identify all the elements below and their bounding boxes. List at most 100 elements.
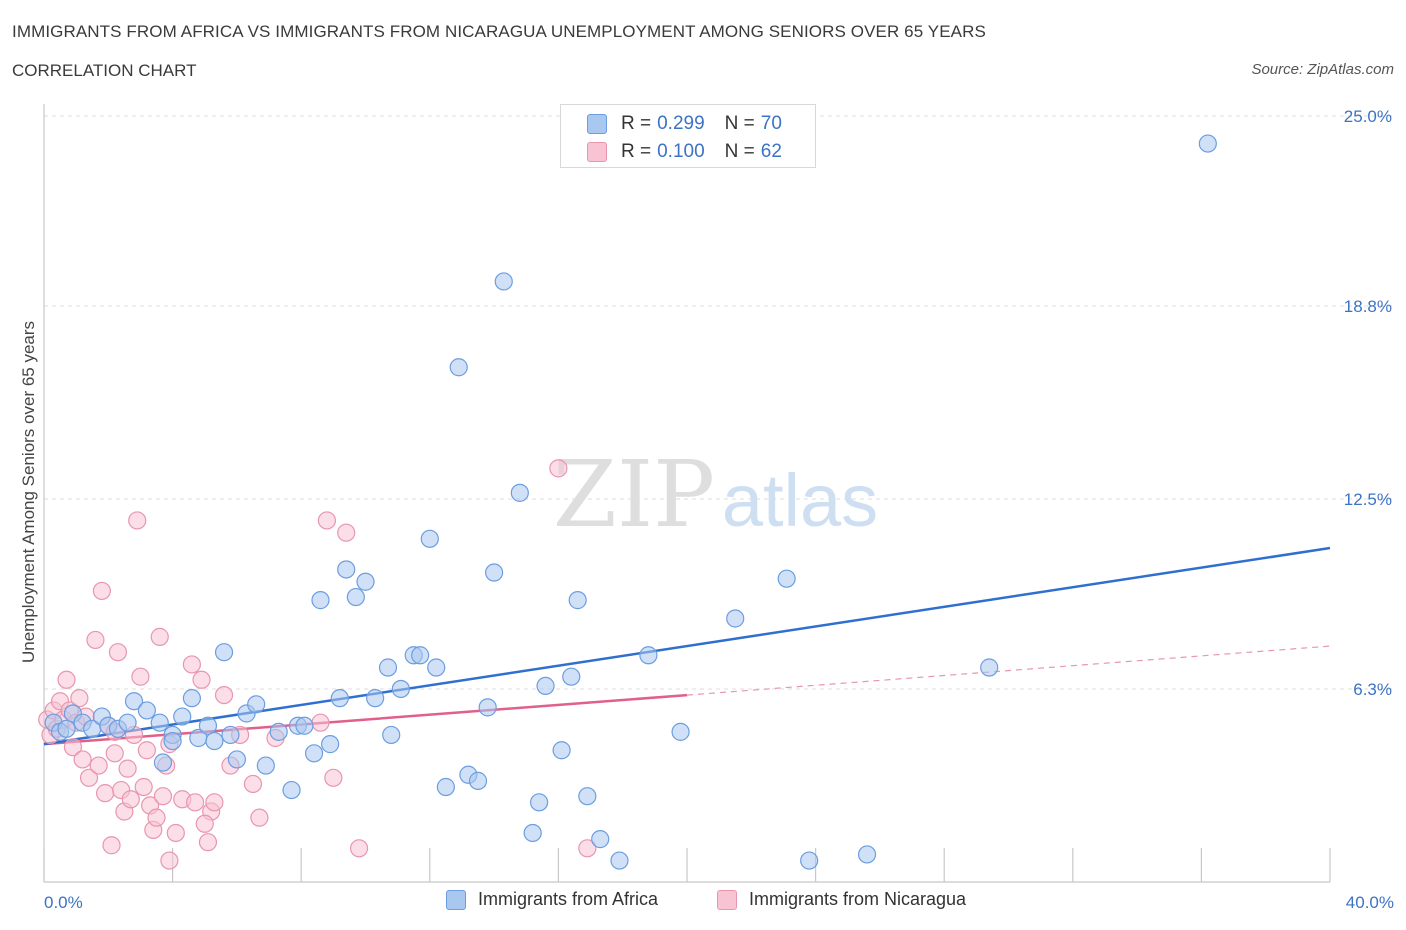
n-label: N = (724, 141, 755, 162)
r-label: R = (621, 141, 652, 162)
africa-point (198, 716, 218, 735)
africa-point (163, 731, 182, 751)
x-tick-label: 0.0% (44, 893, 83, 912)
r-label: R = (621, 113, 652, 134)
africa-point (494, 272, 513, 291)
africa-point (356, 572, 375, 591)
africa-point (173, 707, 192, 726)
nicaragua-point (89, 756, 108, 775)
africa-point (269, 722, 288, 741)
nicaragua-point (311, 713, 330, 732)
africa-point (510, 483, 529, 502)
nicaragua-point (137, 741, 156, 760)
watermark-zip: ZIP (553, 441, 715, 548)
nicaragua-point (324, 768, 343, 787)
nicaragua-point (118, 759, 137, 778)
nicaragua-point (105, 744, 124, 763)
nicaragua-point (108, 643, 128, 662)
nicaragua-point (160, 851, 179, 870)
legend-label-nicaragua: Immigrants from Nicaragua (749, 889, 967, 909)
nicaragua-trend-line (43, 693, 688, 746)
africa-swatch (587, 114, 607, 134)
africa-point (330, 689, 349, 708)
africa-point (366, 689, 385, 708)
africa-point (468, 771, 488, 790)
nicaragua-point (95, 784, 115, 803)
legend-item-nicaragua[interactable]: Immigrants from Nicaragua (717, 889, 966, 910)
africa-point (214, 643, 234, 662)
africa-point (427, 658, 446, 677)
gridlines (44, 115, 1392, 690)
watermark-atlas: atlas (722, 459, 878, 542)
africa-point (578, 787, 597, 806)
nicaragua-point (73, 750, 92, 769)
nicaragua-point (150, 627, 169, 646)
source-label: Source: ZipAtlas.com (1251, 61, 1394, 78)
africa-point (639, 646, 658, 665)
y-axis-label: Unemployment Among Seniors over 65 years (19, 320, 38, 664)
nicaragua-point (57, 670, 76, 689)
africa-point (124, 692, 144, 711)
nicaragua-swatch (587, 142, 607, 162)
africa-point (591, 830, 610, 849)
africa-point (857, 845, 877, 864)
africa-point (337, 560, 356, 579)
africa-point (382, 725, 401, 745)
nicaragua-point (79, 768, 99, 787)
africa-point (726, 609, 745, 628)
africa-point (118, 713, 137, 732)
africa-point (536, 676, 555, 696)
africa-point (411, 646, 430, 665)
africa-point (449, 358, 468, 377)
nicaragua-point (198, 833, 218, 852)
nicaragua-point (121, 790, 140, 809)
africa-legend-swatch (446, 889, 466, 910)
nicaragua-trend-extension (686, 645, 1331, 696)
africa-point (182, 689, 201, 708)
nicaragua-point (70, 689, 89, 708)
stats-legend: R = 0.299 N = 70 R = 0.100 N = 62 (560, 104, 816, 168)
africa-point (227, 750, 246, 769)
nicaragua-point (128, 511, 147, 530)
africa-point (57, 719, 76, 738)
nicaragua-point (337, 523, 356, 542)
nicaragua-point (86, 630, 105, 650)
y-axis-label-wrap: Unemployment Among Seniors over 65 years (18, 0, 40, 930)
trend-lines (43, 546, 1331, 746)
y-tick-label: 6.3% (1353, 680, 1392, 699)
africa-trend-line (43, 546, 1331, 746)
africa-point (282, 780, 301, 800)
nicaragua-point (92, 581, 111, 601)
africa-point (436, 777, 455, 797)
africa-point (552, 741, 571, 760)
africa-point (530, 793, 549, 812)
africa-point (485, 563, 504, 582)
y-tick-label: 12.5% (1344, 490, 1392, 509)
africa-point (1198, 134, 1217, 153)
nicaragua-point (182, 655, 201, 674)
africa-point (304, 744, 324, 763)
legend-label-africa: Immigrants from Africa (478, 889, 659, 909)
africa-point (321, 735, 340, 754)
africa-point (247, 695, 266, 714)
nicaragua-point (317, 511, 337, 530)
nicaragua-point (250, 808, 269, 827)
nicaragua-point (243, 774, 263, 794)
africa-point (777, 569, 796, 588)
africa-point (205, 731, 224, 751)
nicaragua-point (166, 823, 185, 843)
africa-point (478, 698, 497, 717)
nicaragua-point (186, 793, 205, 812)
africa-point (610, 851, 629, 870)
n-label: N = (724, 113, 755, 134)
africa-point (295, 716, 314, 735)
legend-item-africa[interactable]: Immigrants from Africa (446, 889, 658, 910)
watermark: ZIP atlas (553, 441, 878, 548)
stats-legend-row-nicaragua: R = 0.100 N = 62 (587, 139, 782, 165)
africa-point (311, 591, 330, 610)
nicaragua-point (131, 667, 150, 686)
series-legend: Immigrants from Africa Immigrants from N… (0, 889, 1406, 915)
nicaragua-point (578, 839, 597, 858)
nicaragua-point (192, 670, 211, 689)
africa-point (391, 679, 410, 699)
